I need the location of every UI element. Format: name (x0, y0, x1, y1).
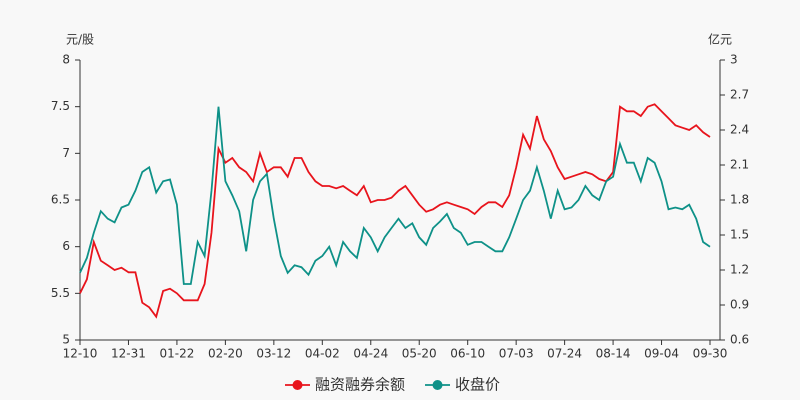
y2-tick-label: 1.5 (730, 228, 749, 242)
x-tick-label: 04-24 (353, 347, 388, 361)
x-tick-label: 05-20 (402, 347, 437, 361)
x-tick-label: 12-10 (63, 347, 98, 361)
x-tick-label: 04-02 (305, 347, 340, 361)
y2-tick-label: 1.2 (730, 263, 749, 277)
legend-label: 融资融券余额 (315, 376, 405, 394)
y2-tick-label: 3 (730, 53, 738, 67)
x-tick-label: 12-31 (111, 347, 146, 361)
x-tick-label: 02-20 (208, 347, 243, 361)
series-line (79, 103, 711, 319)
series-line (79, 106, 711, 285)
x-tick-label: 07-24 (547, 347, 582, 361)
y2-tick-label: 0.9 (730, 298, 749, 312)
x-tick-label: 09-30 (693, 347, 728, 361)
legend: 融资融券余额 收盘价 (285, 376, 500, 394)
y2-tick-label: 1.8 (730, 193, 749, 207)
y-tick-label: 6 (62, 239, 70, 253)
y-tick-label: 7 (62, 146, 70, 160)
y-tick-label: 6.5 (51, 193, 70, 207)
x-tick-label: 07-03 (499, 347, 534, 361)
y2-tick-label: 2.4 (730, 123, 749, 137)
y2-tick-label: 2.7 (730, 88, 749, 102)
x-tick-label: 08-14 (596, 347, 631, 361)
y-tick-label: 5.5 (51, 286, 70, 300)
y2-axis-unit: 亿元 (708, 32, 732, 47)
legend-swatch-dot (432, 380, 443, 390)
legend-label: 收盘价 (455, 376, 500, 394)
x-tick-label: 01-22 (159, 347, 194, 361)
y2-tick-label: 0.6 (730, 333, 749, 347)
y-tick-label: 8 (62, 53, 70, 67)
x-tick-label: 09-04 (644, 347, 679, 361)
y-axis-unit: 元/股 (66, 33, 94, 47)
y-tick-label: 5 (62, 333, 70, 347)
x-tick-label: 03-12 (256, 347, 291, 361)
x-tick-label: 06-10 (450, 347, 485, 361)
y-tick-label: 7.5 (51, 99, 70, 113)
y2-tick-label: 2.1 (730, 158, 749, 172)
legend-swatch-dot (292, 380, 303, 390)
